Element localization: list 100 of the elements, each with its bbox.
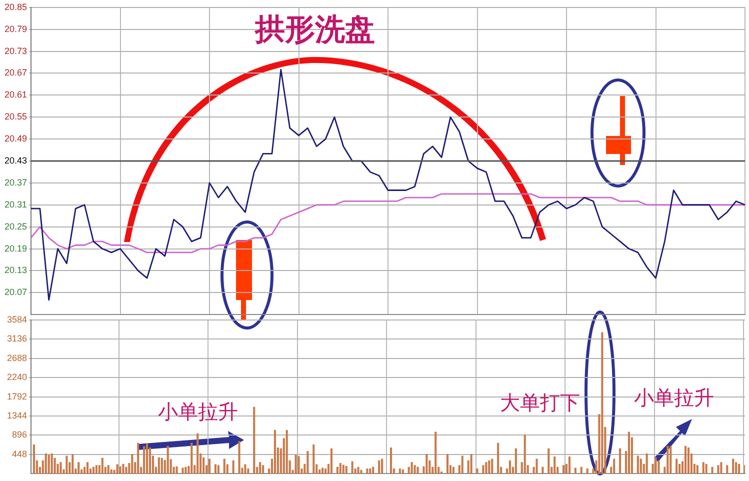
bar [176,466,178,474]
bar [238,441,240,474]
bar [696,465,698,474]
bar [166,446,169,474]
chart-title: 拱形洗盘 [255,12,375,50]
bar [137,442,140,474]
bar [410,462,413,474]
bar [536,458,538,474]
bar [86,462,89,474]
bar [658,460,660,474]
bar [574,468,576,474]
annotation: 小单拉升 [634,384,714,412]
y-tick-label: 20.37 [4,177,27,188]
y-tick-label: 448 [12,448,27,459]
y-tick-label: 3584 [6,314,27,324]
bar [119,466,122,474]
bar [259,462,262,474]
y-tick-label: 20.61 [4,90,27,100]
bar [476,468,478,474]
bar [720,462,722,474]
bar [232,460,234,474]
bar [726,465,728,474]
bar [66,456,68,474]
bar [345,466,348,474]
bar [711,466,714,474]
bar [497,442,500,474]
bar [122,464,124,474]
y-tick-label: 1344 [6,410,27,420]
bar [44,454,47,474]
bar [414,465,416,474]
bar [190,442,193,474]
bar [446,454,449,474]
bar [286,430,288,474]
bar [705,464,708,474]
bar [72,454,74,474]
bar [158,457,160,474]
bar [131,454,134,474]
bar [262,465,264,474]
bar [613,458,616,474]
y-tick-label: 20.31 [4,199,27,210]
bar [274,430,276,474]
bar [732,458,734,474]
bar [702,462,704,474]
bar [366,468,368,474]
y-tick-label: 1792 [6,391,27,402]
bar [184,466,187,474]
bar [619,448,622,474]
bar [568,456,571,474]
bar [470,454,472,474]
y-tick-label: 20.73 [4,46,27,56]
bar [247,468,250,474]
bar [360,470,362,474]
bar [110,469,112,474]
y-tick-label: 2240 [6,372,27,382]
bar [54,458,56,474]
bar [586,468,588,474]
bar [562,465,565,474]
bar [125,466,128,474]
bar [402,469,404,474]
bar [312,444,315,474]
bar [330,448,333,474]
bar [92,466,95,474]
bar [244,464,246,474]
bar [294,454,297,474]
bar [485,462,488,474]
y-tick-label: 20.85 [4,2,27,12]
bar [182,468,184,474]
bar [398,468,401,474]
bar [50,454,53,474]
bar [101,458,104,474]
bar [601,332,604,474]
bar [554,456,556,474]
bar [214,464,216,474]
bar [146,444,148,474]
bar [491,458,494,474]
bar [640,458,642,474]
bar [524,434,526,474]
bar [646,454,648,474]
bar [654,457,657,474]
bar [636,456,639,474]
y-tick-label: 3136 [6,334,27,344]
bar [160,458,163,474]
y-tick-label: 20.79 [4,24,27,34]
bar [434,432,437,474]
bar [306,450,309,474]
bar [95,465,98,474]
y-tick-label: 20.43 [4,155,27,166]
y-tick-label: 20.19 [4,243,27,254]
bar [628,432,630,474]
bar [78,462,80,474]
bar [717,465,720,474]
bar [223,458,226,474]
bar [482,465,484,474]
annotation: 小单拉升 [158,398,238,426]
bar [548,448,550,474]
bar [196,433,199,474]
bar [378,460,380,474]
bar [372,466,374,474]
bar [342,464,344,474]
y-tick-label: 20.49 [4,134,27,144]
